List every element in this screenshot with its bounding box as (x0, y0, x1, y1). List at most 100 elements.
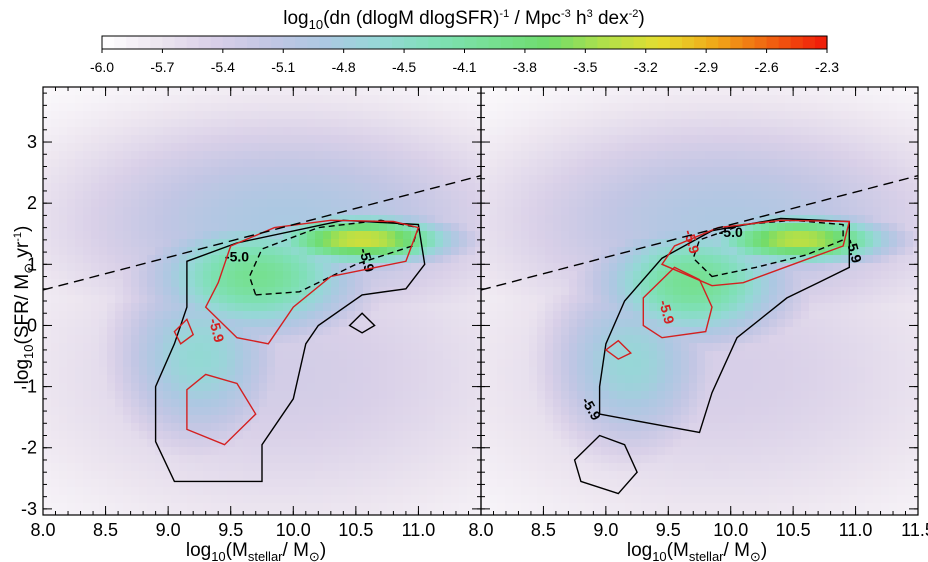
heatmap-cell (171, 463, 180, 472)
heatmap-cell (561, 351, 570, 360)
heatmap-cell (211, 351, 220, 360)
colorbar-cell (802, 36, 816, 49)
heatmap-cell (505, 231, 514, 240)
heatmap-cell (561, 287, 570, 296)
heatmap-cell (91, 175, 100, 184)
heatmap-cell (243, 207, 252, 216)
heatmap-cell (689, 111, 698, 120)
heatmap-cell (227, 191, 236, 200)
heatmap-cell (697, 223, 706, 232)
colorbar-cell (597, 36, 611, 49)
heatmap-cell (729, 479, 738, 488)
heatmap-cell (171, 151, 180, 160)
heatmap-cell (395, 287, 404, 296)
heatmap-cell (59, 215, 68, 224)
heatmap-cell (83, 335, 92, 344)
heatmap-cell (451, 199, 460, 208)
heatmap-cell (403, 119, 412, 128)
heatmap-cell (163, 223, 172, 232)
heatmap-cell (347, 199, 356, 208)
heatmap-cell (419, 159, 428, 168)
heatmap-cell (163, 447, 172, 456)
heatmap-cell (435, 431, 444, 440)
heatmap-cell (475, 303, 481, 312)
heatmap-cell (435, 407, 444, 416)
heatmap-cell (481, 279, 490, 288)
heatmap-cell (211, 303, 220, 312)
heatmap-cell (227, 231, 236, 240)
heatmap-cell (403, 143, 412, 152)
heatmap-cell (315, 183, 324, 192)
heatmap-cell (275, 271, 284, 280)
heatmap-cell (99, 143, 108, 152)
heatmap-cell (577, 487, 586, 496)
heatmap-cell (59, 255, 68, 264)
heatmap-cell (179, 263, 188, 272)
heatmap-cell (251, 263, 260, 272)
heatmap-cell (99, 247, 108, 256)
heatmap-cell (521, 247, 530, 256)
heatmap-cell (59, 207, 68, 216)
heatmap-cell (537, 391, 546, 400)
heatmap-cell (721, 111, 730, 120)
heatmap-cell (753, 95, 762, 104)
heatmap-cell (299, 199, 308, 208)
heatmap-cell (187, 471, 196, 480)
heatmap-cell (339, 183, 348, 192)
heatmap-cell (681, 87, 690, 96)
heatmap-cell (451, 159, 460, 168)
heatmap-cell (427, 455, 436, 464)
heatmap-cell (649, 511, 658, 515)
heatmap-cell (179, 335, 188, 344)
heatmap-cell (339, 311, 348, 320)
heatmap-cell (75, 447, 84, 456)
heatmap-cell (339, 231, 348, 240)
heatmap-cell (489, 335, 498, 344)
heatmap-cell (443, 167, 452, 176)
heatmap-cell (107, 399, 116, 408)
heatmap-cell (729, 351, 738, 360)
heatmap-cell (459, 423, 468, 432)
heatmap-cell (147, 87, 156, 96)
heatmap-cell (443, 439, 452, 448)
heatmap-cell (91, 375, 100, 384)
heatmap-cell (403, 351, 412, 360)
heatmap-cell (99, 303, 108, 312)
heatmap-cell (43, 143, 52, 152)
heatmap-cell (753, 167, 762, 176)
heatmap-cell (315, 199, 324, 208)
heatmap-cell (315, 455, 324, 464)
heatmap-cell (195, 479, 204, 488)
heatmap-cell (427, 447, 436, 456)
heatmap-cell (657, 271, 666, 280)
heatmap-cell (705, 103, 714, 112)
heatmap-cell (601, 471, 610, 480)
heatmap-cell (347, 463, 356, 472)
heatmap-cell (451, 383, 460, 392)
heatmap-cell (83, 295, 92, 304)
heatmap-cell (481, 375, 490, 384)
heatmap-cell (705, 207, 714, 216)
heatmap-cell (601, 423, 610, 432)
colorbar-cell (222, 36, 236, 49)
heatmap-cell (219, 495, 228, 504)
heatmap-cell (443, 255, 452, 264)
heatmap-cell (505, 199, 514, 208)
heatmap-cell (513, 199, 522, 208)
heatmap-cell (307, 143, 316, 152)
heatmap-cell (363, 431, 372, 440)
heatmap-cell (139, 463, 148, 472)
heatmap-cell (721, 439, 730, 448)
heatmap-cell (601, 247, 610, 256)
heatmap-cell (139, 495, 148, 504)
heatmap-cell (569, 343, 578, 352)
heatmap-cell (83, 127, 92, 136)
heatmap-cell (339, 495, 348, 504)
heatmap-cell (203, 223, 212, 232)
heatmap-cell (91, 231, 100, 240)
heatmap-cell (435, 191, 444, 200)
heatmap-cell (585, 495, 594, 504)
heatmap-cell (259, 471, 268, 480)
heatmap-cell (697, 271, 706, 280)
heatmap-cell (481, 175, 490, 184)
